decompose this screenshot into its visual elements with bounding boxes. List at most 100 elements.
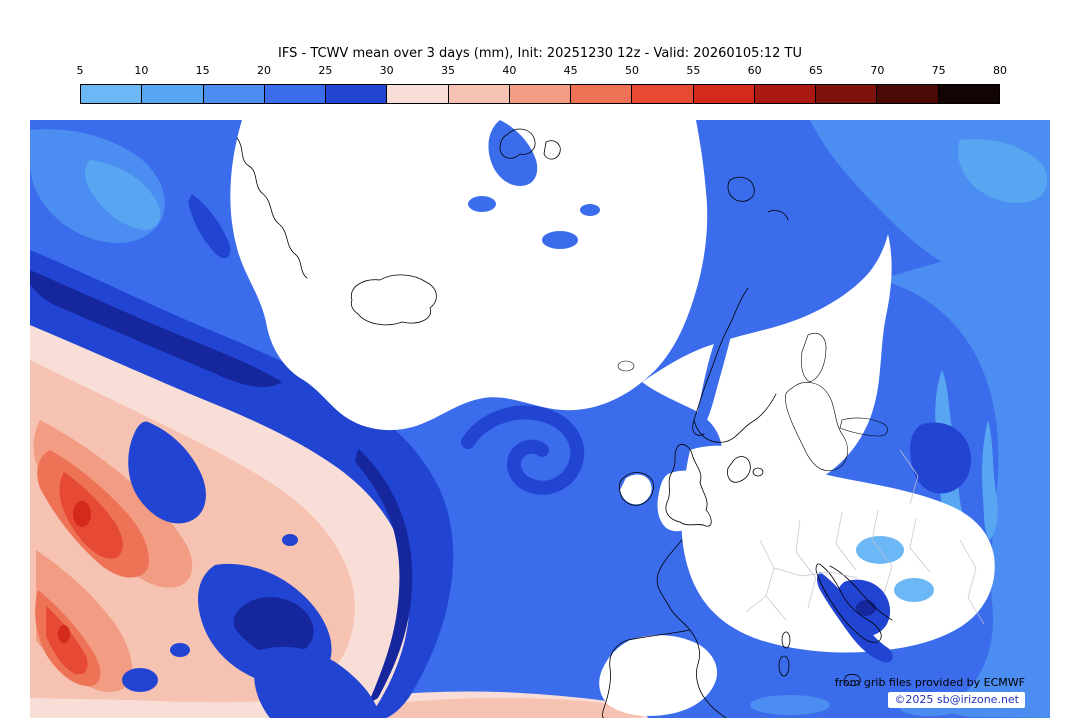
tcwv-contour bbox=[254, 646, 380, 718]
colorbar-ticks: 5 10 15 20 25 30 35 40 45 50 55 60 65 70 75 80 bbox=[76, 64, 1008, 78]
colorbar-tick-label: 5 bbox=[76, 64, 84, 77]
norway-coastline bbox=[692, 287, 749, 436]
frontal-band-core bbox=[355, 449, 413, 704]
greenland-coastline bbox=[236, 137, 308, 279]
denmark-island-coastline bbox=[752, 467, 764, 477]
country-border bbox=[759, 539, 787, 621]
arctic-island-coastline bbox=[727, 176, 755, 202]
colorbar-segment bbox=[693, 85, 755, 103]
country-border-layer bbox=[745, 449, 985, 625]
colorbar-segments bbox=[80, 84, 1000, 104]
gulf-of-bothnia bbox=[800, 332, 827, 383]
svalbard-coastline bbox=[543, 140, 561, 160]
great-britain-coastline bbox=[665, 444, 712, 527]
colorbar-tick-label: 25 bbox=[318, 64, 333, 77]
colorbar-tick-label: 80 bbox=[993, 64, 1007, 77]
tcwv-contour bbox=[233, 597, 314, 656]
moist-plume-50 bbox=[59, 472, 123, 559]
coastline-layer bbox=[236, 128, 893, 718]
dry-air-region bbox=[620, 474, 652, 505]
colorbar-tick-label: 40 bbox=[502, 64, 517, 77]
tcwv-contour bbox=[122, 668, 158, 692]
gulf-of-finland bbox=[839, 417, 888, 437]
iberia-east-coastline bbox=[689, 629, 727, 718]
frontal-band bbox=[30, 250, 454, 718]
colorbar-tick-label: 10 bbox=[134, 64, 149, 77]
colorbar-tick-label: 45 bbox=[563, 64, 578, 77]
tcwv-contour bbox=[188, 194, 231, 259]
colorbar-tick-label: 65 bbox=[809, 64, 823, 77]
tcwv-contour bbox=[697, 290, 738, 424]
colorbar-tick-label: 50 bbox=[625, 64, 639, 77]
colorbar-tick-label: 20 bbox=[257, 64, 271, 77]
colorbar-segment bbox=[387, 85, 449, 103]
colorbar-segment bbox=[264, 85, 327, 103]
country-border bbox=[745, 595, 767, 613]
tcwv-contour bbox=[282, 534, 298, 546]
tcwv-contour bbox=[85, 160, 161, 230]
colorbar-tick-label: 75 bbox=[931, 64, 946, 77]
faroe-islands bbox=[617, 360, 635, 372]
corsica-coastline bbox=[781, 631, 791, 649]
colorbar-segment bbox=[816, 85, 878, 103]
colorbar-tick-label: 30 bbox=[379, 64, 394, 77]
tcwv-contour bbox=[880, 240, 1050, 718]
map-canvas bbox=[30, 120, 1050, 718]
iceland-coastline bbox=[350, 274, 437, 326]
arctic-island-coastline bbox=[767, 210, 789, 221]
sardinia-coastline bbox=[778, 655, 790, 677]
country-border bbox=[795, 519, 817, 609]
ireland-coastline bbox=[618, 472, 654, 506]
denmark-coastline bbox=[727, 456, 751, 483]
tcwv-contour bbox=[957, 138, 1048, 203]
dry-air-region bbox=[642, 234, 892, 564]
country-border bbox=[909, 517, 931, 573]
attribution-copyright: ©2025 sb@irizone.net bbox=[888, 692, 1025, 708]
colorbar-tick-label: 55 bbox=[686, 64, 701, 77]
colorbar-segment bbox=[81, 85, 143, 103]
country-border bbox=[773, 567, 859, 579]
country-border bbox=[959, 539, 985, 625]
svalbard-coastline bbox=[499, 128, 536, 159]
country-border bbox=[835, 511, 857, 571]
tcwv-contour bbox=[128, 421, 206, 524]
tcwv-contour bbox=[488, 120, 538, 186]
colorbar-segment bbox=[938, 85, 999, 103]
front-swirl bbox=[461, 405, 585, 495]
tcwv-contour bbox=[170, 643, 190, 657]
tcwv-contour bbox=[910, 422, 972, 494]
iberia-west-coastline bbox=[602, 629, 691, 718]
tcwv-contour bbox=[982, 420, 998, 540]
attribution-ecmwf: from grib files provided by ECMWF bbox=[834, 675, 1025, 689]
baltic-sea bbox=[784, 382, 848, 472]
country-border bbox=[871, 509, 893, 595]
country-border bbox=[899, 449, 919, 505]
map-area: from grib files provided by ECMWF ©2025 … bbox=[30, 120, 1050, 718]
scandinavia-south-coastline bbox=[693, 393, 777, 443]
sicily-coastline bbox=[843, 674, 861, 686]
dry-air-region bbox=[230, 120, 708, 431]
colorbar-tick-label: 35 bbox=[441, 64, 455, 77]
italy-coastline bbox=[815, 563, 882, 643]
colorbar-segment bbox=[877, 85, 939, 103]
adriatic-coastline bbox=[829, 565, 893, 621]
colorbar-segment bbox=[142, 85, 204, 103]
colorbar-segment bbox=[326, 85, 388, 103]
tcwv-contour bbox=[468, 196, 496, 212]
dry-air-region bbox=[657, 470, 710, 532]
colorbar-segment bbox=[632, 85, 694, 103]
dry-air-region bbox=[599, 635, 718, 716]
moist-plume-55 bbox=[58, 625, 70, 643]
colorbar-segment bbox=[203, 85, 265, 103]
tcwv-contour bbox=[580, 204, 600, 216]
colorbar-segment bbox=[448, 85, 510, 103]
colorbar-segment bbox=[571, 85, 633, 103]
tcwv-contour bbox=[542, 231, 578, 249]
france-coastline bbox=[656, 539, 691, 631]
moist-plume-55 bbox=[73, 501, 91, 527]
tcwv-contour bbox=[894, 578, 934, 602]
colorbar-segment bbox=[754, 85, 817, 103]
frontal-band-core bbox=[30, 270, 282, 388]
tcwv-contour bbox=[750, 695, 830, 715]
